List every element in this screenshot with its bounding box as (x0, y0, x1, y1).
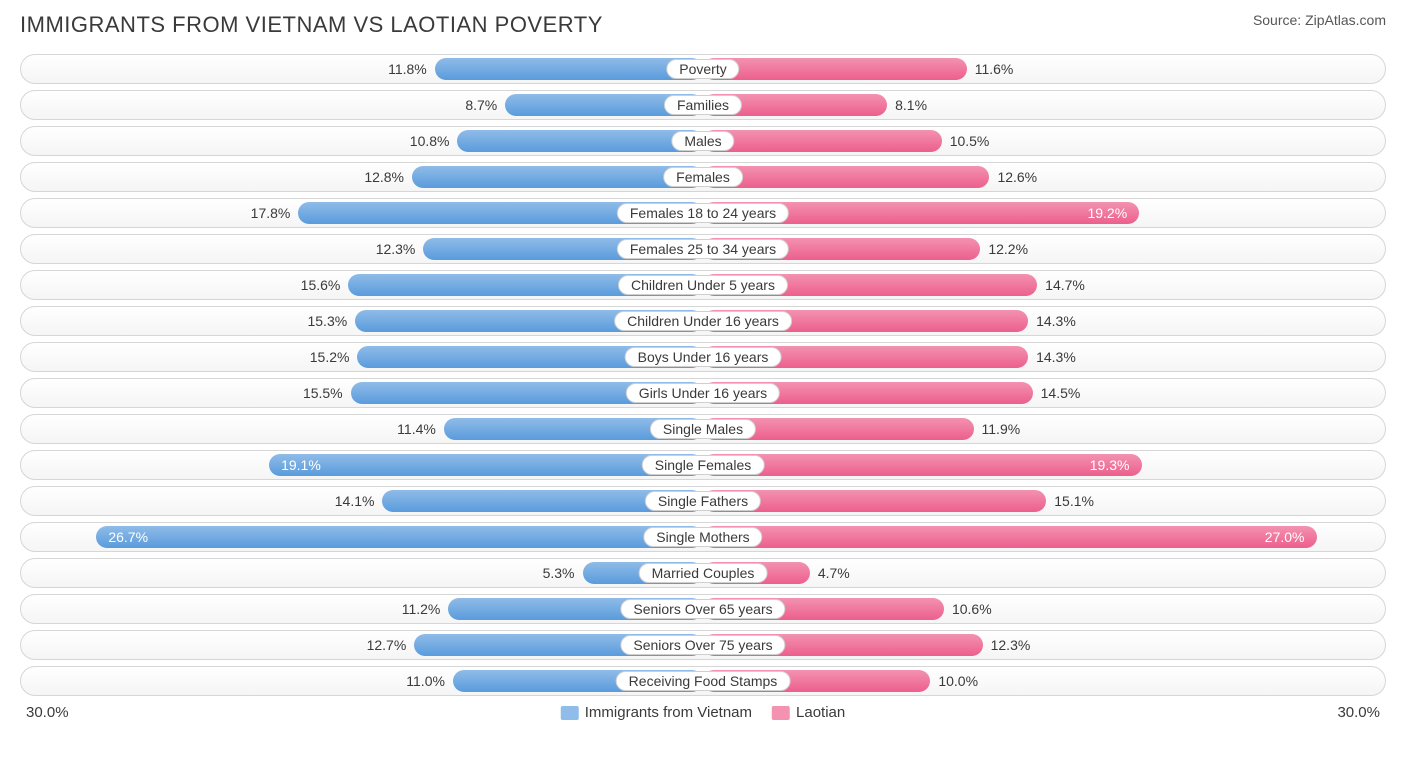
bar-right (703, 130, 942, 152)
value-label-left: 17.8% (251, 205, 291, 221)
value-label-left: 11.0% (406, 673, 445, 689)
chart-row: 17.8% 19.2% Females 18 to 24 years (20, 198, 1386, 228)
diverging-bar-chart: 11.8%11.6%Poverty8.7%8.1%Families10.8%10… (20, 54, 1386, 696)
value-label-right: 14.7% (1045, 277, 1085, 293)
value-label-left: 5.3% (543, 565, 575, 581)
value-label-left: 14.1% (335, 493, 375, 509)
chart-row: 15.6% 14.7% Children Under 5 years (20, 270, 1386, 300)
bar-left (96, 526, 703, 548)
chart-row: 11.8% 11.6% Poverty (20, 54, 1386, 84)
chart-row: 10.8% 10.5% Males (20, 126, 1386, 156)
value-label-left: 15.2% (310, 349, 350, 365)
chart-row: 12.8% 12.6% Females (20, 162, 1386, 192)
chart-row: 11.0% 10.0% Receiving Food Stamps (20, 666, 1386, 696)
value-label-left: 11.8% (388, 61, 427, 77)
bar-right (703, 166, 989, 188)
bar-left (412, 166, 703, 188)
value-label-right: 12.2% (988, 241, 1028, 257)
category-label: Married Couples (639, 563, 768, 583)
category-label: Females 25 to 34 years (617, 239, 789, 259)
bar-right (703, 454, 1142, 476)
value-label-right: 10.0% (938, 673, 978, 689)
chart-row: 5.3% 4.7% Married Couples (20, 558, 1386, 588)
category-label: Children Under 5 years (618, 275, 788, 295)
value-label-left: 15.5% (303, 385, 343, 401)
value-label-right: 11.9% (982, 421, 1021, 437)
value-label-right: 10.5% (950, 133, 990, 149)
category-label: Girls Under 16 years (626, 383, 780, 403)
chart-row: 26.7% 27.0% Single Mothers (20, 522, 1386, 552)
value-label-left: 15.3% (307, 313, 347, 329)
category-label: Seniors Over 65 years (620, 599, 785, 619)
value-label-right: 12.3% (991, 637, 1031, 653)
legend-label-right: Laotian (796, 704, 845, 721)
value-label-left: 12.3% (376, 241, 416, 257)
category-label: Seniors Over 75 years (620, 635, 785, 655)
value-label-left: 10.8% (410, 133, 450, 149)
chart-title: IMMIGRANTS FROM VIETNAM VS LAOTIAN POVER… (20, 12, 603, 38)
chart-row: 15.5% 14.5% Girls Under 16 years (20, 378, 1386, 408)
value-label-right: 14.5% (1041, 385, 1081, 401)
chart-footer: 30.0% Immigrants from Vietnam Laotian 30… (20, 704, 1386, 721)
value-label-left: 26.7% (108, 529, 148, 545)
category-label: Poverty (666, 59, 739, 79)
category-label: Children Under 16 years (614, 311, 792, 331)
category-label: Single Males (650, 419, 756, 439)
chart-row: 8.7% 8.1% Families (20, 90, 1386, 120)
value-label-right: 19.3% (1090, 457, 1130, 473)
value-label-left: 12.8% (364, 169, 404, 185)
value-label-left: 15.6% (301, 277, 341, 293)
legend-swatch-right (772, 706, 790, 720)
category-label: Boys Under 16 years (625, 347, 782, 367)
value-label-right: 8.1% (895, 97, 927, 113)
value-label-right: 12.6% (997, 169, 1037, 185)
value-label-right: 14.3% (1036, 349, 1076, 365)
chart-row: 15.3% 14.3% Children Under 16 years (20, 306, 1386, 336)
chart-row: 11.2% 10.6% Seniors Over 65 years (20, 594, 1386, 624)
category-label: Males (671, 131, 734, 151)
category-label: Receiving Food Stamps (616, 671, 791, 691)
chart-row: 12.3% 12.2% Females 25 to 34 years (20, 234, 1386, 264)
category-label: Single Fathers (645, 491, 761, 511)
value-label-right: 11.6% (975, 61, 1014, 77)
value-label-left: 8.7% (465, 97, 497, 113)
chart-row: 19.1% 19.3% Single Females (20, 450, 1386, 480)
value-label-right: 10.6% (952, 601, 992, 617)
chart-row: 15.2% 14.3% Boys Under 16 years (20, 342, 1386, 372)
category-label: Females 18 to 24 years (617, 203, 789, 223)
bar-left (269, 454, 703, 476)
value-label-left: 12.7% (367, 637, 407, 653)
value-label-left: 11.4% (397, 421, 436, 437)
legend-item-right: Laotian (772, 704, 845, 721)
chart-source: Source: ZipAtlas.com (1253, 12, 1386, 28)
legend-label-left: Immigrants from Vietnam (585, 704, 752, 721)
value-label-right: 19.2% (1087, 205, 1127, 221)
category-label: Single Mothers (643, 527, 762, 547)
chart-row: 12.7% 12.3% Seniors Over 75 years (20, 630, 1386, 660)
bar-left (457, 130, 703, 152)
chart-row: 11.4% 11.9% Single Males (20, 414, 1386, 444)
bar-right (703, 526, 1317, 548)
bar-right (703, 58, 967, 80)
value-label-right: 15.1% (1054, 493, 1094, 509)
value-label-left: 11.2% (402, 601, 441, 617)
value-label-right: 4.7% (818, 565, 850, 581)
category-label: Single Females (642, 455, 765, 475)
value-label-right: 27.0% (1265, 529, 1305, 545)
category-label: Females (663, 167, 743, 187)
value-label-right: 14.3% (1036, 313, 1076, 329)
value-label-left: 19.1% (281, 457, 321, 473)
bar-left (435, 58, 703, 80)
legend-swatch-left (561, 706, 579, 720)
category-label: Families (664, 95, 742, 115)
legend-item-left: Immigrants from Vietnam (561, 704, 752, 721)
chart-row: 14.1% 15.1% Single Fathers (20, 486, 1386, 516)
chart-header: IMMIGRANTS FROM VIETNAM VS LAOTIAN POVER… (20, 12, 1386, 38)
chart-legend: Immigrants from Vietnam Laotian (561, 704, 846, 721)
